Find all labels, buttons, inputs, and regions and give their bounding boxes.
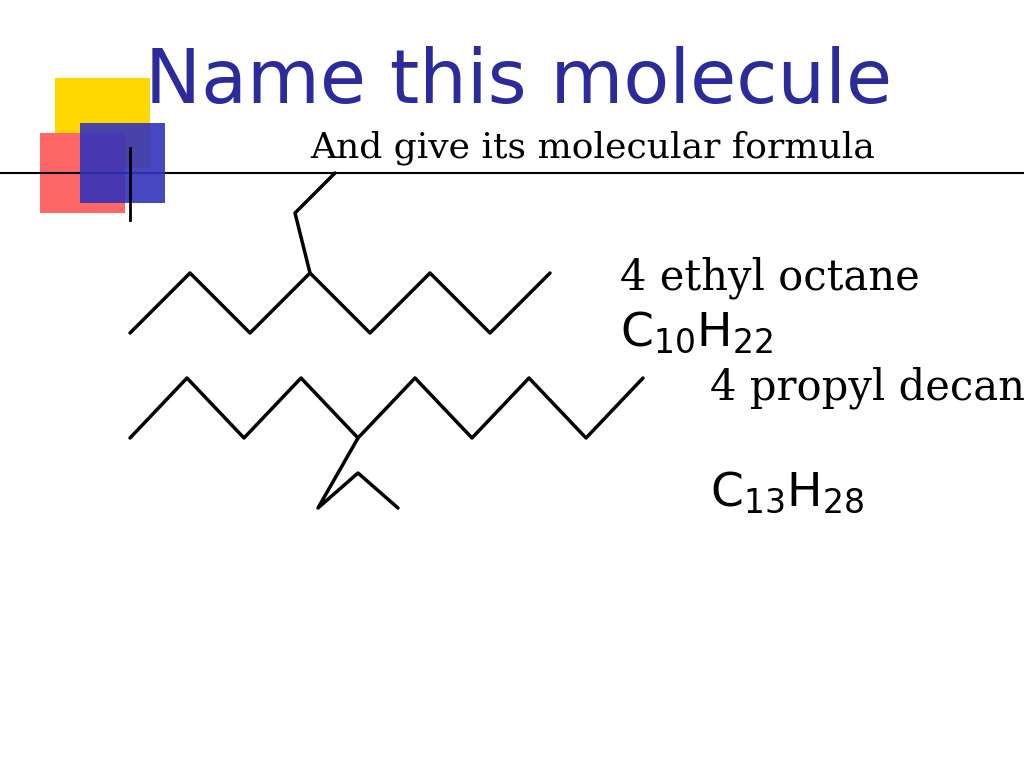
Text: $\mathrm{C_{13}H_{28}}$: $\mathrm{C_{13}H_{28}}$ [710, 470, 864, 516]
Text: And give its molecular formula: And give its molecular formula [310, 131, 874, 165]
Bar [40, 133, 125, 213]
Text: Name this molecule: Name this molecule [145, 47, 892, 120]
Bar [80, 123, 165, 203]
Text: 4 ethyl octane: 4 ethyl octane [620, 257, 920, 300]
Bar [55, 78, 150, 168]
Text: $\mathrm{C_{10}H_{22}}$: $\mathrm{C_{10}H_{22}}$ [620, 310, 773, 356]
Text: 4 propyl decane: 4 propyl decane [710, 367, 1024, 409]
